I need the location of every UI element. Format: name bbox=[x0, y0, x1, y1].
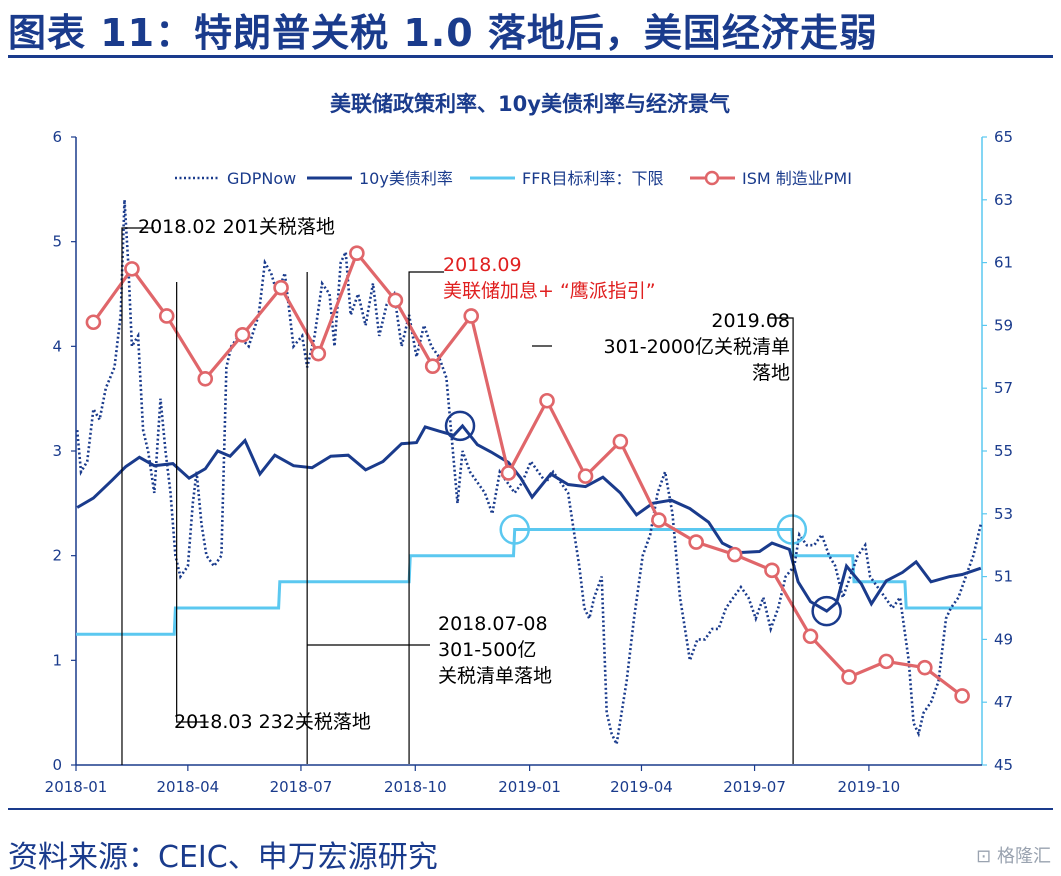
pmi-point bbox=[310, 345, 327, 362]
annotation-201-leader bbox=[121, 227, 154, 765]
pmi-point bbox=[234, 327, 251, 343]
annotation-2019-label: 301-2000亿关税清单 bbox=[604, 336, 790, 358]
left-tick-label: 2 bbox=[52, 547, 62, 565]
ust10y-trough-marker bbox=[811, 595, 842, 627]
annotation-2019-label: 落地 bbox=[752, 362, 790, 384]
source-note: 资料来源：CEIC、申万宏源研究 bbox=[8, 840, 438, 875]
x-tick-label: 2018-04 bbox=[157, 778, 220, 796]
legend-pmi-marker bbox=[704, 170, 720, 186]
x-tick-label: 2019-07 bbox=[723, 778, 786, 796]
pmi-point bbox=[651, 512, 667, 528]
chart-title: 美联储政策利率、10y美债利率与经济景气 bbox=[330, 92, 730, 116]
pmi-point bbox=[726, 546, 743, 563]
pmi-point bbox=[273, 279, 289, 296]
ffr-cut-marker bbox=[776, 514, 808, 545]
gdpnow-line bbox=[75, 199, 983, 749]
right-tick-label: 55 bbox=[994, 442, 1013, 460]
pmi-point bbox=[917, 659, 933, 676]
pmi-point bbox=[387, 292, 404, 309]
legend-ffr-label: FFR目标利率：下限 bbox=[522, 169, 664, 188]
annotation-301-label: 关税清单落地 bbox=[438, 665, 552, 687]
left-tick-label: 0 bbox=[52, 756, 62, 774]
annotation-201-label: 2018.02 201关税落地 bbox=[138, 216, 335, 238]
pmi-point bbox=[841, 669, 857, 685]
x-tick-label: 2019-10 bbox=[838, 778, 901, 796]
x-tick-label: 2018-01 bbox=[45, 778, 108, 796]
pmi-point bbox=[197, 370, 214, 387]
pmi-line bbox=[92, 250, 964, 698]
pmi-point bbox=[124, 261, 140, 277]
right-tick-label: 45 bbox=[994, 756, 1013, 774]
left-tick-label: 3 bbox=[52, 442, 62, 460]
x-tick-label: 2019-04 bbox=[610, 778, 673, 796]
annotation-301-label: 2018.07-08 bbox=[438, 613, 548, 635]
watermark-logo-icon: ⊡ bbox=[976, 846, 992, 867]
annotation-fed-label: 美联储加息+ “鹰派指引” bbox=[443, 280, 656, 302]
pmi-point bbox=[688, 534, 704, 550]
legend-ust10y-label: 10y美债利率 bbox=[359, 169, 453, 188]
title-rule bbox=[8, 55, 1053, 58]
left-tick-label: 6 bbox=[52, 128, 62, 146]
ust10y-line bbox=[76, 423, 982, 613]
pmi-point bbox=[878, 653, 895, 670]
pmi-point bbox=[424, 358, 441, 375]
right-tick-label: 53 bbox=[994, 505, 1013, 523]
x-tick-label: 2019-01 bbox=[498, 778, 561, 796]
pmi-point bbox=[802, 628, 819, 645]
x-tick-label: 2018-10 bbox=[384, 778, 447, 796]
annotation-232-label: 2018.03 232关税落地 bbox=[174, 711, 371, 733]
right-tick-label: 51 bbox=[994, 568, 1013, 586]
left-tick-label: 5 bbox=[52, 233, 62, 251]
pmi-point bbox=[463, 308, 480, 324]
annotation-fed-label: 2018.09 bbox=[443, 254, 522, 276]
source-rule bbox=[8, 808, 1053, 810]
annotation-fed-leader bbox=[408, 271, 445, 764]
annotation-2019-leader bbox=[769, 317, 794, 764]
pmi-point bbox=[764, 562, 780, 579]
right-tick-label: 49 bbox=[994, 630, 1013, 648]
right-tick-label: 57 bbox=[994, 379, 1013, 397]
pmi-point bbox=[85, 314, 102, 331]
legend-pmi-label: ISM 制造业PMI bbox=[742, 169, 852, 188]
right-tick-label: 59 bbox=[994, 316, 1013, 334]
pmi-point bbox=[349, 245, 365, 261]
pmi-point bbox=[577, 468, 594, 484]
pmi-point bbox=[500, 465, 517, 481]
right-tick-label: 63 bbox=[994, 191, 1013, 209]
annotation-232-leader bbox=[176, 282, 209, 723]
annotation-2019-label: 2019.08 bbox=[711, 310, 790, 332]
left-tick-label: 1 bbox=[52, 651, 62, 669]
watermark-text: 格隆汇 bbox=[997, 846, 1051, 867]
right-tick-label: 47 bbox=[994, 693, 1013, 711]
x-tick-label: 2018-07 bbox=[270, 778, 333, 796]
right-tick-label: 61 bbox=[994, 254, 1013, 272]
pmi-point bbox=[539, 392, 555, 409]
ffr-peak-marker bbox=[499, 514, 530, 545]
figure-title: 图表 11：特朗普关税 1.0 落地后，美国经济走弱 bbox=[8, 11, 878, 55]
ust10y-peak-marker bbox=[444, 410, 476, 442]
left-tick-label: 4 bbox=[52, 337, 62, 355]
watermark: ⊡ 格隆汇 bbox=[976, 842, 1051, 868]
pmi-point bbox=[158, 308, 175, 324]
legend-gdpnow-label: GDPNow bbox=[227, 169, 296, 188]
pmi-point bbox=[954, 688, 970, 704]
pmi-point bbox=[612, 433, 629, 450]
annotation-301-label: 301-500亿 bbox=[438, 639, 536, 661]
right-tick-label: 65 bbox=[994, 128, 1013, 146]
